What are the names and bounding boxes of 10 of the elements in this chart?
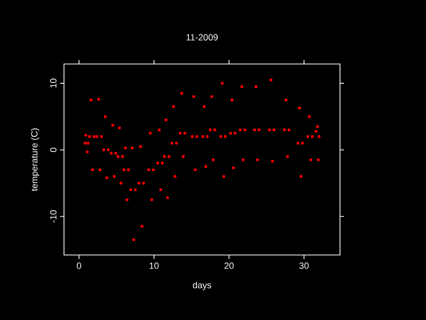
y-axis-title: temperature (C) bbox=[30, 128, 40, 191]
x-tick-label: 0 bbox=[76, 262, 82, 269]
x-axis-title: days bbox=[192, 282, 212, 290]
y-tick-label: 10 bbox=[50, 78, 56, 88]
y-tick-label: -10 bbox=[50, 210, 56, 222]
x-tick-label: 30 bbox=[299, 262, 309, 269]
x-tick-label: 20 bbox=[224, 262, 234, 269]
x-tick-label: 10 bbox=[150, 262, 159, 269]
chart-title: 11-2009 bbox=[186, 34, 218, 41]
y-tick-label: 0 bbox=[50, 148, 56, 152]
